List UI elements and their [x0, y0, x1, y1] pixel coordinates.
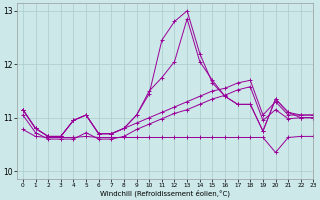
- X-axis label: Windchill (Refroidissement éolien,°C): Windchill (Refroidissement éolien,°C): [100, 190, 230, 197]
